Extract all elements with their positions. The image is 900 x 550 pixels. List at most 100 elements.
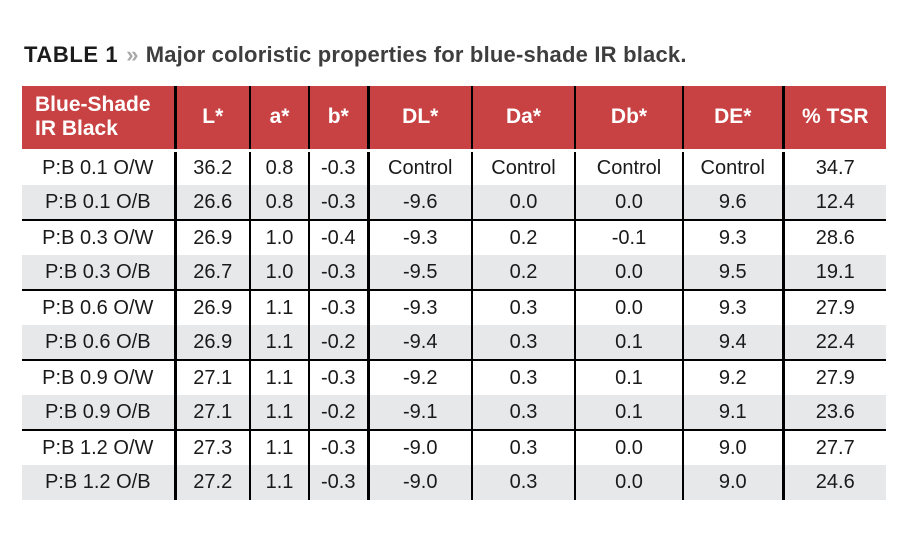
table-cell: Control: [575, 150, 684, 185]
column-header: Blue-Shade IR Black: [22, 86, 177, 152]
table-cell: 1.1: [250, 395, 310, 430]
table-row: P:B 0.6 O/B 26.9 1.1 -0.2 -9.4 0.3 0.1 9.4 22.4: [22, 325, 886, 360]
table-cell: -0.3: [309, 185, 370, 220]
table-cell: 9.2: [683, 359, 785, 395]
table-cell: 27.1: [175, 359, 251, 395]
table-cell: -0.1: [575, 219, 684, 255]
column-header: DL*: [368, 86, 473, 152]
table-cell: 0.2: [472, 219, 576, 255]
table-number-label: TABLE 1: [24, 42, 119, 67]
table-caption: TABLE 1 » Major coloristic properties for …: [24, 42, 878, 68]
table-cell: 0.3: [472, 325, 576, 360]
table-cell: 27.9: [783, 359, 886, 395]
row-label-cell: P:B 0.6 O/W: [22, 289, 177, 325]
table-cell: 19.1: [783, 255, 886, 290]
table-cell: 9.3: [683, 219, 785, 255]
table-cell: 27.2: [175, 465, 251, 500]
table-cell: 26.9: [175, 325, 251, 360]
column-header: b*: [309, 86, 370, 152]
row-label-cell: P:B 0.1 O/B: [22, 185, 177, 220]
row-label-cell: P:B 0.1 O/W: [22, 150, 177, 185]
table-cell: 0.0: [575, 429, 684, 465]
table-cell: -9.6: [368, 185, 473, 220]
column-header: Db*: [575, 86, 684, 152]
row-label-cell: P:B 0.9 O/W: [22, 359, 177, 395]
table-cell: -0.2: [309, 395, 370, 430]
table-cell: -0.4: [309, 219, 370, 255]
table-cell: -9.2: [368, 359, 473, 395]
table-cell: -0.3: [309, 255, 370, 290]
table-cell: -9.0: [368, 465, 473, 500]
table-cell: -0.3: [309, 465, 370, 500]
table-cell: 1.1: [250, 465, 310, 500]
table-cell: 0.0: [575, 289, 684, 325]
table-row: P:B 0.9 O/W 27.1 1.1 -0.3 -9.2 0.3 0.1 9.2 27.9: [22, 359, 886, 395]
table-cell: 0.0: [575, 465, 684, 500]
table-row: P:B 0.1 O/W 36.2 0.8 -0.3 Control Control Cont…: [22, 150, 886, 185]
table-header: Blue-Shade IR Black L* a* b* DL* Da* Db* DE*% T…: [22, 86, 886, 152]
table-cell: 26.9: [175, 219, 251, 255]
table-cell: 27.3: [175, 429, 251, 465]
table-row: P:B 1.2 O/B 27.2 1.1 -0.3 -9.0 0.3 0.0 9.0 24.6: [22, 465, 886, 500]
table-cell: 9.4: [683, 325, 785, 360]
coloristic-properties-table: Blue-Shade IR Black L* a* b* DL* Da* Db* DE*% T…: [22, 86, 886, 500]
row-label-cell: P:B 0.9 O/B: [22, 395, 177, 430]
column-header: a*: [250, 86, 310, 152]
column-header: DE*: [683, 86, 785, 152]
table-cell: Control: [683, 150, 785, 185]
table-body: P:B 0.1 O/W 36.2 0.8 -0.3 Control Control Cont…: [22, 150, 886, 500]
table-cell: 9.6: [683, 185, 785, 220]
table-cell: -9.3: [368, 219, 473, 255]
row-label-cell: P:B 0.3 O/W: [22, 219, 177, 255]
table-row: P:B 0.3 O/W 26.9 1.0 -0.4 -9.3 0.2 -0.1 9.3 28.6: [22, 219, 886, 255]
row-label-cell: P:B 1.2 O/W: [22, 429, 177, 465]
column-header: L*: [175, 86, 251, 152]
table-cell: -9.4: [368, 325, 473, 360]
table-cell: 36.2: [175, 150, 251, 185]
table-cell: -0.3: [309, 429, 370, 465]
row-label-cell: P:B 1.2 O/B: [22, 465, 177, 500]
table-cell: 27.7: [783, 429, 886, 465]
table-cell: 26.7: [175, 255, 251, 290]
table-cell: 0.1: [575, 395, 684, 430]
row-label-cell: P:B 0.6 O/B: [22, 325, 177, 360]
table-cell: -0.2: [309, 325, 370, 360]
table-cell: 0.1: [575, 359, 684, 395]
table-cell: 24.6: [783, 465, 886, 500]
table-cell: 1.1: [250, 289, 310, 325]
table-cell: 0.8: [250, 150, 310, 185]
table-cell: -9.1: [368, 395, 473, 430]
table-cell: 0.0: [575, 185, 684, 220]
table-cell: 0.8: [250, 185, 310, 220]
table-cell: 0.2: [472, 255, 576, 290]
table-cell: 22.4: [783, 325, 886, 360]
table-cell: 0.0: [472, 185, 576, 220]
table-cell: -9.3: [368, 289, 473, 325]
table-cell: -9.5: [368, 255, 473, 290]
table-cell: 12.4: [783, 185, 886, 220]
table-row: P:B 0.6 O/W 26.9 1.1 -0.3 -9.3 0.3 0.0 9.3 27.9: [22, 289, 886, 325]
column-header: Da*: [472, 86, 576, 152]
table-cell: 28.6: [783, 219, 886, 255]
table-cell: 0.3: [472, 289, 576, 325]
header-row: Blue-Shade IR Black L* a* b* DL* Da* Db* DE*% T…: [22, 86, 886, 152]
table-cell: -0.3: [309, 150, 370, 185]
table-cell: 23.6: [783, 395, 886, 430]
table-cell: 34.7: [815, 156, 855, 179]
table-cell: 9.0: [683, 429, 785, 465]
table-cell: 1.0: [250, 255, 310, 290]
table-cell: Control: [472, 150, 576, 185]
table-cell: 9.3: [683, 289, 785, 325]
table-cell: 0.1: [575, 325, 684, 360]
table-row: P:B 0.1 O/B 26.6 0.8 -0.3 -9.6 0.0 0.0 9.6 12.4: [22, 185, 886, 220]
column-header: % TSR: [783, 86, 886, 152]
table-cell: 0.3: [472, 465, 576, 500]
table-cell: 26.9: [175, 289, 251, 325]
table-cell: 9.1: [683, 395, 785, 430]
table-cell: 27.9: [783, 289, 886, 325]
table-cell: 1.1: [250, 325, 310, 360]
row-label-cell: P:B 0.3 O/B: [22, 255, 177, 290]
table-cell: 9.0: [683, 465, 785, 500]
table-cell: 0.3: [472, 429, 576, 465]
table-cell: 0.3: [472, 395, 576, 430]
